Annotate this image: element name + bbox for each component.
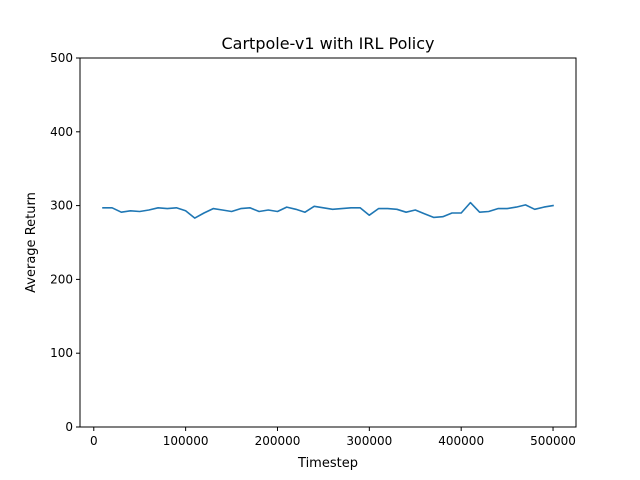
- x-tick-label: 400000: [438, 434, 484, 448]
- y-tick-label: 100: [50, 346, 73, 360]
- y-tick-label: 300: [50, 199, 73, 213]
- series-layer: [102, 201, 554, 219]
- y-axis: 0 100 200 300 400 500: [50, 51, 80, 434]
- x-tick-label: 200000: [255, 434, 301, 448]
- x-axis: 0 100000 200000 300000 400000 500000: [90, 427, 576, 448]
- y-tick-label: 0: [65, 420, 73, 434]
- y-tick-label: 500: [50, 51, 73, 65]
- x-tick-label: 0: [90, 434, 98, 448]
- x-tick-label: 500000: [530, 434, 576, 448]
- x-tick-label: 100000: [163, 434, 209, 448]
- series-line: [102, 201, 554, 219]
- y-tick-label: 200: [50, 272, 73, 286]
- x-axis-label: Timestep: [297, 456, 358, 471]
- chart-title: Cartpole-v1 with IRL Policy: [221, 34, 434, 53]
- x-tick-label: 300000: [346, 434, 392, 448]
- plot-area-frame: [79, 57, 577, 428]
- y-tick-label: 400: [50, 125, 73, 139]
- y-axis-label: Average Return: [24, 192, 39, 293]
